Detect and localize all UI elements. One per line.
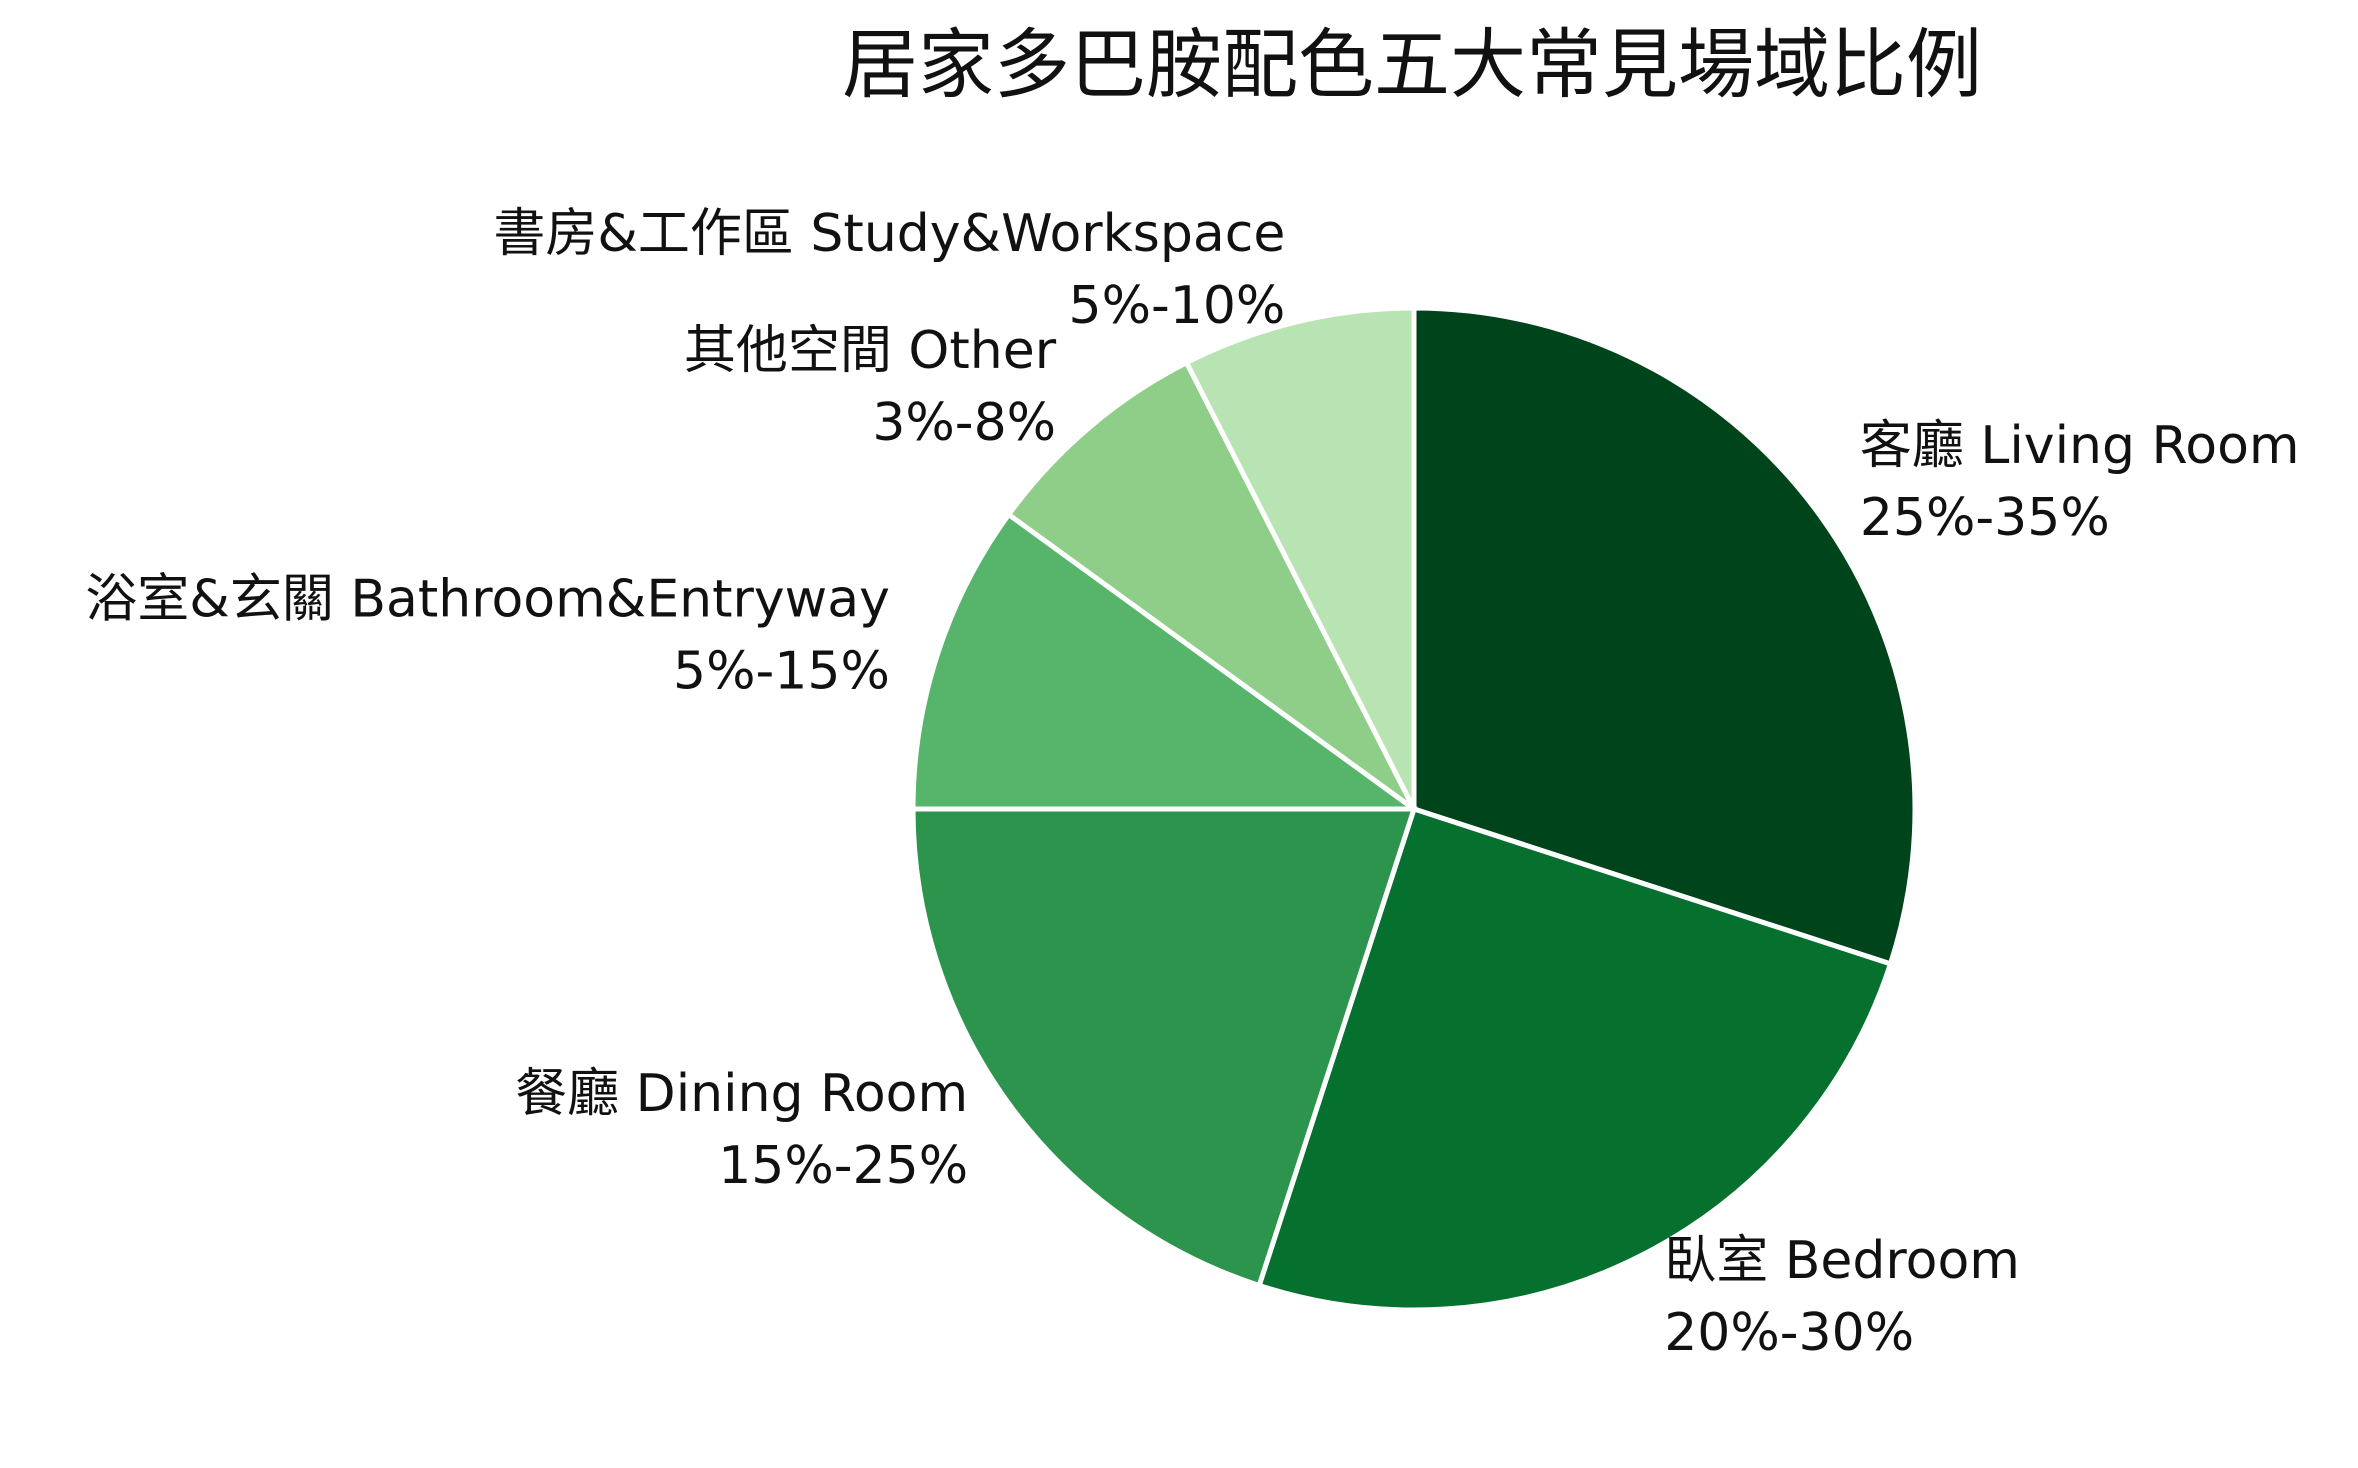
slice-label: 其他空間 Other — [684, 321, 1057, 381]
slice-range: 25%-35% — [1860, 488, 2110, 548]
slice-label: 浴室&玄關 Bathroom&Entryway — [85, 570, 890, 630]
pie-slice — [1256, 805, 1894, 1313]
slice-range: 20%-30% — [1664, 1303, 1914, 1363]
slice-range: 5%-10% — [1069, 276, 1286, 336]
slice-range: 3%-8% — [872, 393, 1056, 453]
slice-label: 書房&工作區 Study&Workspace — [493, 204, 1285, 264]
chart-title: 居家多巴胺配色五大常見場域比例 — [842, 20, 1982, 109]
slice-label: 客廳 Living Room — [1860, 416, 2300, 476]
slice-label: 臥室 Bedroom — [1664, 1231, 2020, 1291]
slice-label: 餐廳 Dining Room — [515, 1064, 968, 1124]
pie-slice — [1005, 359, 1417, 812]
slice-range: 5%-15% — [673, 642, 890, 702]
pie-slice — [1411, 305, 1918, 967]
pie-slice — [910, 511, 1422, 812]
pie-slice — [910, 806, 1418, 1289]
slice-range: 15%-25% — [718, 1136, 968, 1196]
pie-slice — [1183, 305, 1417, 811]
